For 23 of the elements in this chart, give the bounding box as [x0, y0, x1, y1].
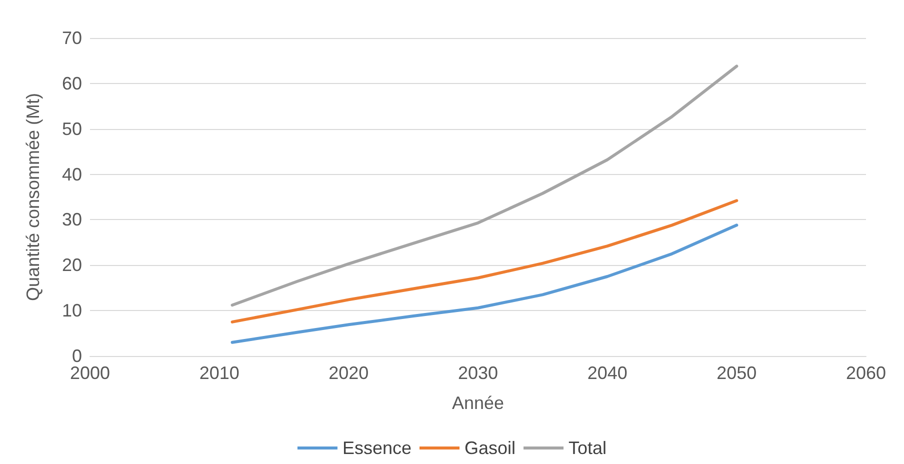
- y-tick-label: 10: [62, 300, 82, 321]
- x-tick-label: 2050: [716, 363, 757, 383]
- x-tick-label: 2030: [458, 363, 498, 383]
- y-tick-label: 20: [62, 255, 82, 276]
- x-tick-label: 2000: [70, 363, 110, 383]
- legend-label: Gasoil: [464, 438, 516, 458]
- x-axis-title: Année: [452, 393, 504, 413]
- y-tick-label: 60: [62, 73, 82, 94]
- y-tick-label: 70: [62, 28, 82, 48]
- y-axis-title: Quantité consommée (Mt): [23, 92, 43, 302]
- line-series: [230, 224, 738, 344]
- y-tick-label: 40: [62, 164, 82, 184]
- x-tick-label: 2020: [328, 363, 369, 383]
- legend-label: Essence: [342, 438, 412, 458]
- x-tick-label: 2010: [199, 363, 240, 383]
- line-series: [230, 199, 738, 324]
- y-tick-label: 50: [62, 118, 82, 139]
- y-tick-label: 30: [62, 210, 82, 230]
- x-tick-label: 2040: [587, 363, 628, 383]
- line-series: [230, 64, 738, 307]
- legend-label: Total: [568, 438, 607, 458]
- x-tick-label: 2060: [846, 363, 886, 383]
- y-tick-label: 0: [72, 346, 82, 366]
